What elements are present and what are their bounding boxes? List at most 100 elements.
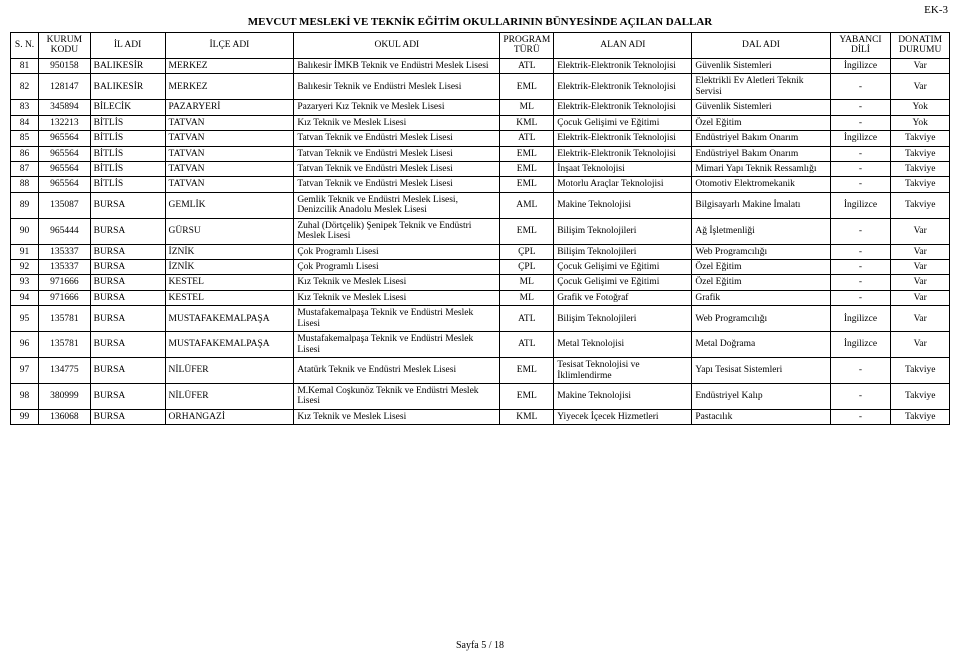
- col-okul: OKUL ADI: [294, 33, 500, 59]
- cell-il: BURSA: [90, 358, 165, 384]
- cell-dil: İngilizce: [830, 332, 891, 358]
- cell-ilce: PAZARYERİ: [165, 100, 294, 115]
- cell-dil: -: [830, 409, 891, 424]
- table-row: 99136068BURSAORHANGAZİKız Teknik ve Mesl…: [11, 409, 950, 424]
- cell-sn: 94: [11, 290, 39, 305]
- cell-dal: Pastacılık: [692, 409, 830, 424]
- cell-ilce: MUSTAFAKEMALPAŞA: [165, 332, 294, 358]
- cell-prog: EML: [500, 177, 554, 192]
- cell-dil: -: [830, 115, 891, 130]
- cell-il: BİTLİS: [90, 146, 165, 161]
- cell-don: Var: [891, 332, 950, 358]
- cell-sn: 91: [11, 244, 39, 259]
- cell-sn: 99: [11, 409, 39, 424]
- cell-il: BURSA: [90, 383, 165, 409]
- table-row: 91135337BURSAİZNİKÇok Programlı LisesiÇP…: [11, 244, 950, 259]
- cell-dal: Endüstriyel Bakım Onarım: [692, 131, 830, 146]
- cell-okul: Çok Programlı Lisesi: [294, 244, 500, 259]
- cell-kurum: 965564: [39, 161, 91, 176]
- cell-okul: Kız Teknik ve Meslek Lisesi: [294, 115, 500, 130]
- data-table: S. N. KURUM KODU İL ADI İLÇE ADI OKUL AD…: [10, 32, 950, 425]
- cell-dil: -: [830, 146, 891, 161]
- cell-kurum: 132213: [39, 115, 91, 130]
- cell-okul: Pazaryeri Kız Teknik ve Meslek Lisesi: [294, 100, 500, 115]
- cell-kurum: 136068: [39, 409, 91, 424]
- cell-il: BALIKESİR: [90, 58, 165, 73]
- cell-don: Var: [891, 74, 950, 100]
- cell-alan: Bilişim Teknolojileri: [554, 306, 692, 332]
- cell-ilce: İZNİK: [165, 260, 294, 275]
- cell-kurum: 135781: [39, 332, 91, 358]
- cell-okul: Mustafakemalpaşa Teknik ve Endüstri Mesl…: [294, 306, 500, 332]
- cell-kurum: 345894: [39, 100, 91, 115]
- cell-dal: Endüstriyel Bakım Onarım: [692, 146, 830, 161]
- cell-prog: EML: [500, 161, 554, 176]
- cell-okul: Atatürk Teknik ve Endüstri Meslek Lisesi: [294, 358, 500, 384]
- cell-dal: Mimari Yapı Teknik Ressamlığı: [692, 161, 830, 176]
- cell-dal: Ağ İşletmenliği: [692, 218, 830, 244]
- page-ek-label: EK-3: [924, 4, 948, 16]
- cell-sn: 93: [11, 275, 39, 290]
- cell-sn: 82: [11, 74, 39, 100]
- cell-dil: İngilizce: [830, 192, 891, 218]
- cell-kurum: 134775: [39, 358, 91, 384]
- cell-dil: -: [830, 244, 891, 259]
- cell-alan: Metal Teknolojisi: [554, 332, 692, 358]
- col-don: DONATIM DURUMU: [891, 33, 950, 59]
- cell-dil: -: [830, 260, 891, 275]
- cell-dal: Grafik: [692, 290, 830, 305]
- cell-okul: Zuhal (Dörtçelik) Şenipek Teknik ve Endü…: [294, 218, 500, 244]
- cell-okul: Çok Programlı Lisesi: [294, 260, 500, 275]
- col-dal: DAL ADI: [692, 33, 830, 59]
- cell-alan: Motorlu Araçlar Teknolojisi: [554, 177, 692, 192]
- cell-kurum: 380999: [39, 383, 91, 409]
- table-row: 89135087BURSAGEMLİKGemlik Teknik ve Endü…: [11, 192, 950, 218]
- cell-prog: ATL: [500, 131, 554, 146]
- cell-prog: ATL: [500, 58, 554, 73]
- cell-alan: Grafik ve Fotoğraf: [554, 290, 692, 305]
- col-sn: S. N.: [11, 33, 39, 59]
- cell-dil: -: [830, 177, 891, 192]
- cell-dal: Güvenlik Sistemleri: [692, 58, 830, 73]
- cell-don: Takviye: [891, 161, 950, 176]
- cell-prog: ML: [500, 290, 554, 305]
- cell-prog: ML: [500, 275, 554, 290]
- cell-don: Takviye: [891, 146, 950, 161]
- table-row: 85965564BİTLİSTATVANTatvan Teknik ve End…: [11, 131, 950, 146]
- cell-alan: Çocuk Gelişimi ve Eğitimi: [554, 260, 692, 275]
- cell-okul: Tatvan Teknik ve Endüstri Meslek Lisesi: [294, 146, 500, 161]
- cell-il: BURSA: [90, 332, 165, 358]
- cell-okul: Tatvan Teknik ve Endüstri Meslek Lisesi: [294, 131, 500, 146]
- table-row: 82128147BALIKESİRMERKEZBalıkesir Teknik …: [11, 74, 950, 100]
- cell-il: BURSA: [90, 260, 165, 275]
- cell-okul: Tatvan Teknik ve Endüstri Meslek Lisesi: [294, 161, 500, 176]
- cell-dal: Web Programcılığı: [692, 244, 830, 259]
- cell-don: Takviye: [891, 358, 950, 384]
- cell-don: Var: [891, 290, 950, 305]
- cell-okul: Balıkesir İMKB Teknik ve Endüstri Meslek…: [294, 58, 500, 73]
- cell-il: BİTLİS: [90, 131, 165, 146]
- cell-sn: 87: [11, 161, 39, 176]
- cell-kurum: 965564: [39, 177, 91, 192]
- cell-il: BURSA: [90, 244, 165, 259]
- cell-dil: -: [830, 100, 891, 115]
- cell-alan: Elektrik-Elektronik Teknolojisi: [554, 131, 692, 146]
- cell-il: BURSA: [90, 290, 165, 305]
- cell-prog: EML: [500, 146, 554, 161]
- table-row: 81950158BALIKESİRMERKEZBalıkesir İMKB Te…: [11, 58, 950, 73]
- cell-dil: -: [830, 290, 891, 305]
- cell-alan: Makine Teknolojisi: [554, 383, 692, 409]
- cell-prog: ATL: [500, 332, 554, 358]
- cell-alan: Elektrik-Elektronik Teknolojisi: [554, 74, 692, 100]
- cell-kurum: 128147: [39, 74, 91, 100]
- cell-don: Var: [891, 260, 950, 275]
- cell-kurum: 950158: [39, 58, 91, 73]
- cell-ilce: İZNİK: [165, 244, 294, 259]
- cell-prog: EML: [500, 383, 554, 409]
- cell-sn: 98: [11, 383, 39, 409]
- col-alan: ALAN ADI: [554, 33, 692, 59]
- cell-alan: Bilişim Teknolojileri: [554, 218, 692, 244]
- table-row: 87965564BİTLİSTATVANTatvan Teknik ve End…: [11, 161, 950, 176]
- cell-il: BALIKESİR: [90, 74, 165, 100]
- cell-ilce: TATVAN: [165, 146, 294, 161]
